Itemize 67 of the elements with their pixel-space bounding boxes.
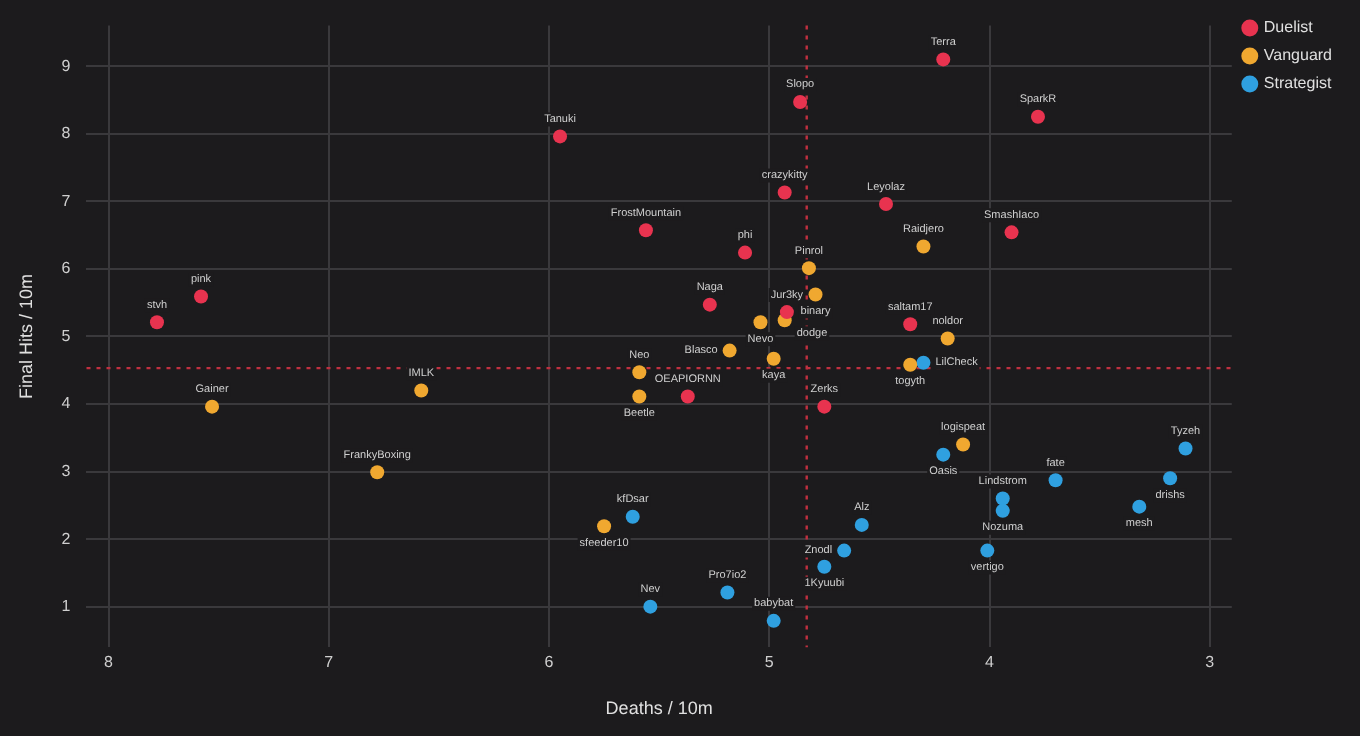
x-tick-label: 8 (104, 653, 115, 672)
point (1178, 441, 1193, 456)
point (414, 383, 429, 398)
y-tick-label: 1 (61, 597, 72, 616)
point (205, 399, 220, 414)
point (553, 129, 568, 144)
point (817, 399, 832, 414)
y-tick-label: 5 (61, 326, 72, 345)
point (1030, 109, 1045, 124)
point (370, 465, 385, 480)
point (793, 94, 808, 109)
y-tick-label: 7 (61, 191, 72, 210)
point (956, 437, 971, 452)
y-tick-label: 9 (61, 56, 72, 75)
point (1163, 471, 1178, 486)
point (854, 517, 869, 532)
point (940, 331, 955, 346)
point (837, 543, 852, 558)
point (625, 509, 640, 524)
point (149, 315, 164, 330)
point (777, 185, 792, 200)
point (903, 357, 918, 372)
y-tick-label: 8 (61, 124, 72, 143)
point (702, 297, 717, 312)
point (1004, 225, 1019, 240)
y-axis-title: Final Hits / 10m (15, 273, 36, 399)
point (936, 447, 951, 462)
point (817, 559, 832, 574)
point (903, 317, 918, 332)
point (801, 261, 816, 276)
y-tick-label: 3 (61, 461, 72, 480)
x-tick-label: 7 (324, 653, 335, 672)
y-tick-label: 4 (61, 394, 72, 413)
point (720, 585, 735, 600)
y-tick-label: 6 (61, 259, 72, 278)
point (638, 223, 653, 238)
point (779, 305, 794, 320)
x-tick-label: 6 (544, 653, 555, 672)
point (1048, 473, 1063, 488)
x-tick-label: 3 (1205, 653, 1216, 672)
point (766, 613, 781, 628)
point (680, 389, 695, 404)
point (879, 196, 894, 211)
point (916, 355, 931, 370)
y-tick-label: 2 (61, 529, 72, 548)
point (194, 289, 209, 304)
point (980, 543, 995, 558)
point (722, 343, 737, 358)
x-tick-label: 5 (764, 653, 775, 672)
point (597, 519, 612, 534)
legend-label: Duelist (1263, 18, 1315, 37)
point (766, 351, 781, 366)
point (632, 365, 647, 380)
point (632, 389, 647, 404)
point (1132, 499, 1147, 514)
point (808, 287, 823, 302)
point (995, 503, 1010, 518)
point (936, 52, 951, 67)
x-tick-label: 4 (985, 653, 996, 672)
point (643, 599, 658, 614)
point (995, 491, 1010, 506)
x-axis-title: Deaths / 10m (605, 698, 713, 719)
legend-label: Vanguard (1263, 46, 1333, 65)
point (916, 239, 931, 254)
point (738, 245, 753, 260)
legend-label: Strategist (1263, 74, 1333, 93)
point (753, 315, 768, 330)
